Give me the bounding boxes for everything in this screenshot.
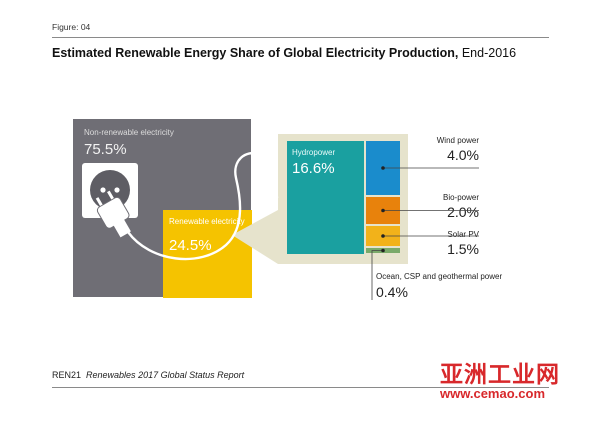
- source-org: REN21: [52, 370, 82, 380]
- renewable-value: 24.5%: [169, 237, 212, 254]
- ocean-csp-geothermal-value: 0.4%: [376, 284, 408, 300]
- ocean-csp-geothermal-dot-marker-icon: [381, 248, 385, 253]
- non-renewable-label: Non-renewable electricity: [84, 128, 174, 137]
- annotation-leaders: [371, 166, 479, 300]
- non-renewable-value: 75.5%: [84, 141, 127, 158]
- solar-pv-dot-marker-icon: [381, 234, 385, 238]
- hydropower-tile: Hydropower 16.6%: [287, 141, 364, 254]
- figure-label: Figure: 04: [52, 22, 91, 32]
- wind-power-value: 4.0%: [447, 147, 479, 163]
- bottom-divider: [52, 387, 549, 388]
- wind-power-dot-marker-icon: [381, 166, 385, 170]
- figure-title: Estimated Renewable Energy Share of Glob…: [52, 46, 516, 60]
- solar-pv-value: 1.5%: [447, 241, 479, 257]
- bio-power-value: 2.0%: [447, 204, 479, 220]
- bio-power-label: Bio-power: [442, 193, 479, 202]
- callout-connector: [232, 210, 278, 264]
- source-citation: REN21 Renewables 2017 Global Status Repo…: [52, 370, 244, 380]
- ocean-csp-geothermal-leader-line: [371, 250, 383, 300]
- power-cord-icon: [127, 151, 279, 261]
- renewable-label: Renewable electricity: [169, 217, 245, 226]
- watermark-url: www.cemao.com: [440, 386, 545, 401]
- top-divider: [52, 37, 549, 38]
- solar-pv-label: Solar PV: [447, 230, 479, 239]
- ocean-csp-geothermal-label: Ocean, CSP and geothermal power: [376, 272, 503, 281]
- watermark-logo: 亚洲工业网: [440, 361, 560, 387]
- figure-title-rest: End-2016: [461, 46, 517, 60]
- power-plug-icon: [95, 190, 131, 238]
- bio-power-dot-marker-icon: [381, 208, 385, 213]
- hydropower-value: 16.6%: [292, 160, 335, 177]
- wind-power-label: Wind power: [436, 136, 479, 145]
- hydropower-label: Hydropower: [292, 148, 336, 157]
- source-report: Renewables 2017 Global Status Report: [86, 370, 245, 380]
- figure-title-bold: Estimated Renewable Energy Share of Glob…: [52, 46, 459, 60]
